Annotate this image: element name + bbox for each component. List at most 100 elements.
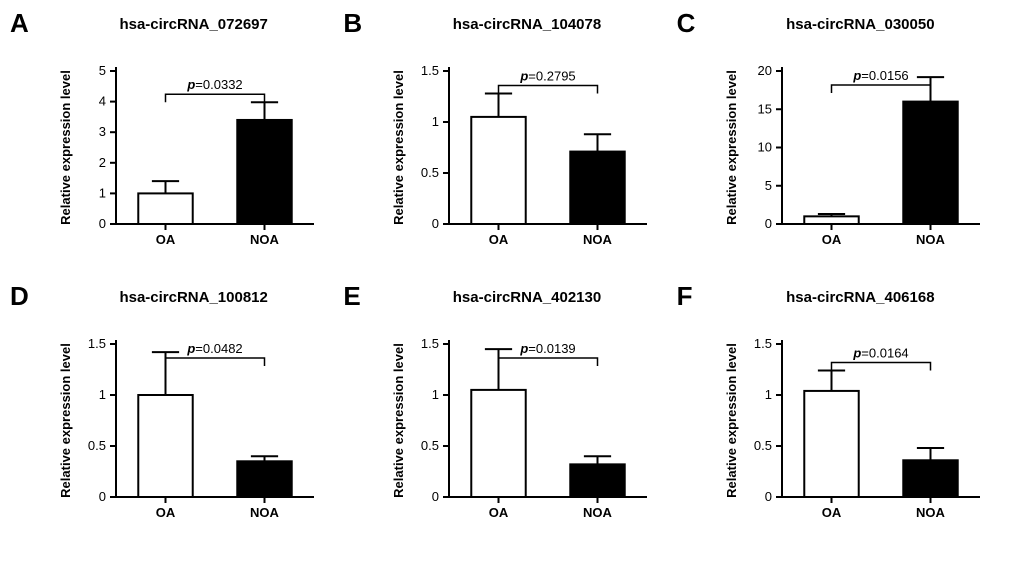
panel-letter: D <box>10 283 44 556</box>
p-value-label: p=0.0482 <box>186 341 242 356</box>
x-tick-label: OA <box>822 232 842 247</box>
panel-A: Ahsa-circRNA_072697 0 1 2 3 4 5 Relative expres… <box>10 10 343 283</box>
bar-OA <box>138 193 192 224</box>
chart-wrap: hsa-circRNA_402130 0 0.5 1 1.5 Relative expre… <box>377 283 676 556</box>
x-tick-label: OA <box>155 232 175 247</box>
bar-OA <box>138 395 192 497</box>
y-tick-label: 1 <box>432 114 439 129</box>
x-tick-label: OA <box>489 232 509 247</box>
y-tick-label: 0.5 <box>754 438 772 453</box>
comparison-bracket <box>165 358 264 366</box>
panel-letter: B <box>343 10 377 283</box>
y-tick-label: 0 <box>98 216 105 231</box>
y-tick-label: 4 <box>98 94 105 109</box>
comparison-bracket <box>832 85 931 93</box>
panel-letter: E <box>343 283 377 556</box>
bar-chart: 0 0.5 1 1.5 Relative expression level OA NOA p=… <box>54 306 334 531</box>
y-tick-label: 15 <box>758 101 772 116</box>
y-axis-label: Relative expression level <box>724 70 739 225</box>
bar-NOA <box>904 460 958 497</box>
y-axis-label: Relative expression level <box>58 70 73 225</box>
y-tick-label: 1 <box>98 185 105 200</box>
x-tick-label: NOA <box>583 505 613 520</box>
chart-wrap: hsa-circRNA_072697 0 1 2 3 4 5 Relative express… <box>44 10 343 283</box>
comparison-bracket <box>832 362 931 370</box>
bar-NOA <box>570 152 624 224</box>
x-tick-label: NOA <box>583 232 613 247</box>
y-tick-label: 0 <box>765 489 772 504</box>
y-tick-label: 0.5 <box>421 165 439 180</box>
comparison-bracket <box>498 85 597 93</box>
y-axis-label: Relative expression level <box>58 343 73 498</box>
panel-letter: C <box>677 10 711 283</box>
y-tick-label: 0 <box>432 216 439 231</box>
x-tick-label: OA <box>155 505 175 520</box>
panel-C: Chsa-circRNA_030050 0 5 10 15 20 Relative expr… <box>677 10 1010 283</box>
y-tick-label: 1.5 <box>754 336 772 351</box>
bar-NOA <box>904 102 958 224</box>
panel-letter: A <box>10 10 44 283</box>
bar-chart: 0 0.5 1 1.5 Relative expression level OA NOA p=… <box>720 306 1000 531</box>
chart-title: hsa-circRNA_406168 <box>786 289 934 306</box>
y-tick-label: 0.5 <box>421 438 439 453</box>
panel-D: Dhsa-circRNA_100812 0 0.5 1 1.5 Relative expr… <box>10 283 343 556</box>
comparison-bracket <box>498 358 597 366</box>
chart-wrap: hsa-circRNA_030050 0 5 10 15 20 Relative expre… <box>711 10 1010 283</box>
y-tick-label: 0 <box>765 216 772 231</box>
x-tick-label: OA <box>489 505 509 520</box>
chart-title: hsa-circRNA_030050 <box>786 16 934 33</box>
y-tick-label: 5 <box>765 178 772 193</box>
chart-title: hsa-circRNA_100812 <box>119 289 267 306</box>
bar-NOA <box>237 120 291 224</box>
y-axis-label: Relative expression level <box>391 70 406 225</box>
bar-NOA <box>237 461 291 497</box>
x-tick-label: NOA <box>916 232 946 247</box>
bar-NOA <box>570 464 624 497</box>
y-tick-label: 0.5 <box>88 438 106 453</box>
p-value-label: p=0.0139 <box>519 341 575 356</box>
bar-chart: 0 0.5 1 1.5 Relative expression level OA NOA p=… <box>387 33 667 258</box>
chart-title: hsa-circRNA_104078 <box>453 16 601 33</box>
panel-letter: F <box>677 283 711 556</box>
bar-chart: 0 0.5 1 1.5 Relative expression level OA NOA p=… <box>387 306 667 531</box>
panel-E: Ehsa-circRNA_402130 0 0.5 1 1.5 Relative expr… <box>343 283 676 556</box>
y-tick-label: 5 <box>98 63 105 78</box>
y-tick-label: 1.5 <box>88 336 106 351</box>
bar-OA <box>471 389 525 496</box>
y-axis-label: Relative expression level <box>724 343 739 498</box>
y-axis-label: Relative expression level <box>391 343 406 498</box>
y-tick-label: 1 <box>765 387 772 402</box>
y-tick-label: 1 <box>98 387 105 402</box>
y-tick-label: 1.5 <box>421 336 439 351</box>
p-value-label: p=0.0332 <box>186 77 242 92</box>
p-value-label: p=0.2795 <box>519 68 575 83</box>
chart-title: hsa-circRNA_072697 <box>119 16 267 33</box>
figure-grid: Ahsa-circRNA_072697 0 1 2 3 4 5 Relative expres… <box>0 0 1020 565</box>
y-tick-label: 10 <box>758 140 772 155</box>
x-tick-label: NOA <box>250 232 280 247</box>
p-value-label: p=0.0164 <box>853 345 909 360</box>
p-value-label: p=0.0156 <box>853 68 909 83</box>
x-tick-label: OA <box>822 505 842 520</box>
bar-OA <box>471 117 525 224</box>
comparison-bracket <box>165 94 264 102</box>
bar-chart: 0 1 2 3 4 5 Relative expression level OA NOA p=0.… <box>54 33 334 258</box>
y-tick-label: 2 <box>98 155 105 170</box>
y-tick-label: 0 <box>432 489 439 504</box>
bar-OA <box>805 390 859 496</box>
chart-title: hsa-circRNA_402130 <box>453 289 601 306</box>
chart-wrap: hsa-circRNA_100812 0 0.5 1 1.5 Relative expre… <box>44 283 343 556</box>
bar-OA <box>805 216 859 224</box>
y-tick-label: 20 <box>758 63 772 78</box>
x-tick-label: NOA <box>916 505 946 520</box>
y-tick-label: 1 <box>432 387 439 402</box>
chart-wrap: hsa-circRNA_104078 0 0.5 1 1.5 Relative expre… <box>377 10 676 283</box>
y-tick-label: 0 <box>98 489 105 504</box>
chart-wrap: hsa-circRNA_406168 0 0.5 1 1.5 Relative expre… <box>711 283 1010 556</box>
bar-chart: 0 5 10 15 20 Relative expression level OA NOA p=… <box>720 33 1000 258</box>
y-tick-label: 1.5 <box>421 63 439 78</box>
x-tick-label: NOA <box>250 505 280 520</box>
panel-F: Fhsa-circRNA_406168 0 0.5 1 1.5 Relative expr… <box>677 283 1010 556</box>
panel-B: Bhsa-circRNA_104078 0 0.5 1 1.5 Relative expr… <box>343 10 676 283</box>
y-tick-label: 3 <box>98 124 105 139</box>
